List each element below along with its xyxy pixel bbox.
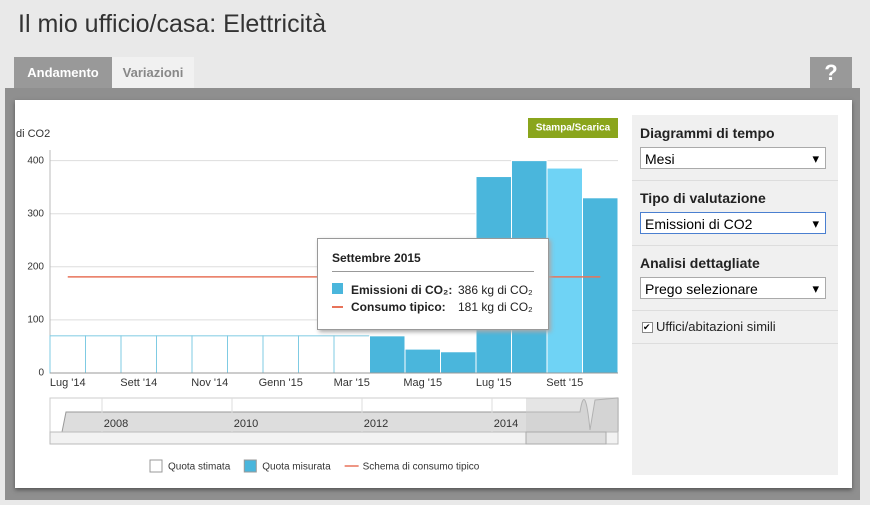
- x-tick-label: Nov '14: [191, 377, 228, 389]
- scrollbar-thumb[interactable]: [525, 431, 607, 445]
- bar: [49, 335, 86, 374]
- navigator-label: 2008: [104, 418, 128, 430]
- print-button-bg[interactable]: [528, 118, 618, 138]
- section-title: Analisi dettagliate: [640, 255, 760, 271]
- divider: [632, 343, 838, 344]
- legend-label: Schema di consumo tipico: [363, 462, 480, 473]
- x-tick-label: Mag '15: [403, 377, 442, 389]
- scrollbar[interactable]: [49, 431, 619, 445]
- legend-swatch: [243, 459, 257, 473]
- bar: [156, 335, 193, 374]
- section-title: Tipo di valutazione: [640, 190, 766, 206]
- tooltip-label: Consumo tipico:: [351, 300, 446, 314]
- swatch: [332, 306, 343, 308]
- bar: [85, 335, 122, 374]
- navigator: [49, 397, 619, 445]
- bar: [369, 335, 406, 374]
- legend-label: Quota misurata: [262, 462, 331, 473]
- checkbox-label: Uffici/abitazioni simili: [656, 319, 776, 334]
- checkbox[interactable]: ✔: [642, 322, 653, 333]
- x-tick-label: Sett '14: [120, 377, 157, 389]
- legend-label: Quota stimata: [168, 462, 231, 473]
- navigator-label: 2012: [364, 418, 388, 430]
- bar: [546, 167, 583, 374]
- tooltip-label: Emissioni di CO₂:: [351, 283, 453, 297]
- select[interactable]: Emissioni di CO2: [640, 212, 826, 235]
- y-tick-label: 100: [27, 315, 44, 326]
- navigator-window[interactable]: [526, 398, 618, 432]
- x-tick-label: Lug '15: [476, 377, 512, 389]
- divider: [632, 310, 838, 311]
- bar: [404, 348, 441, 374]
- divider: [632, 180, 838, 181]
- bar: [582, 197, 619, 374]
- tooltip-value: 386 kg di CO₂: [458, 283, 533, 297]
- bar: [298, 335, 335, 374]
- navigator-label: 2010: [234, 418, 258, 430]
- page-title: Il mio ufficio/casa: Elettricità: [18, 10, 326, 38]
- sidebar: Diagrammi di tempo Mesi Tipo di valutazion…: [632, 115, 838, 475]
- x-tick-label: Lug '14: [50, 377, 86, 389]
- bar: [227, 335, 264, 374]
- section-title: Diagrammi di tempo: [640, 125, 775, 141]
- bar: [333, 335, 370, 374]
- tab[interactable]: Andamento: [14, 57, 112, 88]
- y-tick-label: 400: [27, 155, 44, 166]
- bar: [191, 335, 228, 374]
- navigator-label: 2014: [494, 418, 518, 430]
- y-tick-label: 200: [27, 261, 44, 272]
- y-tick-label: 0: [38, 368, 44, 379]
- print-button[interactable]: Stampa/Scarica: [536, 123, 611, 134]
- divider: [332, 271, 534, 272]
- select[interactable]: Mesi: [640, 147, 826, 170]
- help-button[interactable]: ?: [810, 57, 852, 88]
- tooltip-value: 181 kg di CO₂: [458, 300, 533, 314]
- swatch: [332, 283, 343, 294]
- y-tick-label: 300: [27, 208, 44, 219]
- tooltip-title: Settembre 2015: [332, 251, 421, 265]
- y-axis-label: di CO2: [16, 128, 50, 140]
- bar: [120, 335, 157, 374]
- select[interactable]: Prego selezionare: [640, 277, 826, 300]
- legend-swatch: [149, 459, 163, 473]
- x-tick-label: Genn '15: [259, 377, 303, 389]
- tooltip: Settembre 2015 Emissioni di CO₂: 386 kg …: [317, 238, 549, 330]
- bar: [440, 351, 477, 374]
- bar: [262, 335, 299, 374]
- divider: [632, 245, 838, 246]
- tab[interactable]: Variazioni: [112, 57, 194, 88]
- x-tick-label: Sett '15: [546, 377, 583, 389]
- x-tick-label: Mar '15: [334, 377, 370, 389]
